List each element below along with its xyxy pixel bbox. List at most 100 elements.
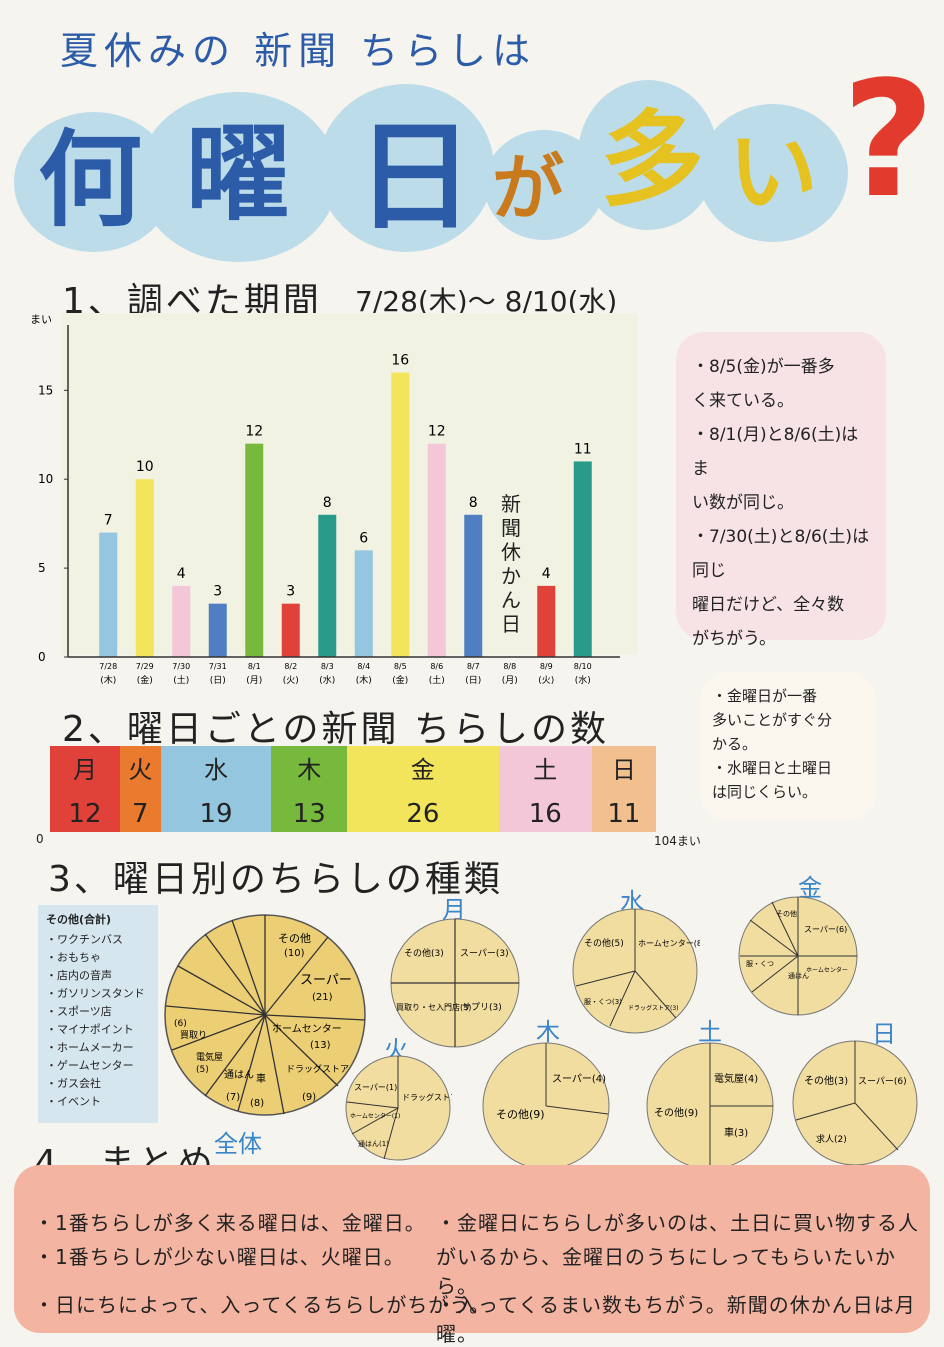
- x-tick-label: 7/30: [172, 662, 190, 671]
- bar: [464, 514, 483, 657]
- pie-label: 通はん: [224, 1069, 254, 1081]
- pie-label: その他: [278, 932, 311, 945]
- weekday-name: 火: [128, 756, 153, 784]
- weekday-name: 水: [204, 756, 229, 784]
- section3-heading: 3、曜日別のちらしの種類: [48, 859, 503, 900]
- holiday-char: 聞: [501, 516, 521, 540]
- summary-line: ・金曜日にちらしが多いのは、土日に買い物する人: [436, 1211, 919, 1235]
- legend-title: その他(合計): [46, 913, 112, 926]
- x-tick-label: (金): [137, 674, 153, 686]
- bar-value-label: 16: [391, 353, 409, 369]
- note-line: は同じくらい。: [712, 783, 818, 801]
- pie-label: スーパー(6): [858, 1076, 907, 1087]
- x-tick-label: (月): [246, 675, 262, 686]
- weekday-segment: 木 13: [271, 746, 348, 832]
- weekday-count: 26: [406, 799, 440, 829]
- weekday-name: 日: [611, 756, 636, 784]
- legend-item: ・スポーツ店: [46, 1005, 112, 1018]
- pie-value: (10): [284, 948, 305, 959]
- note-line: かる。: [712, 735, 758, 753]
- title-char: 曜: [186, 113, 291, 235]
- ribbon-start-label: 0: [36, 832, 44, 846]
- x-tick-label: 8/6: [430, 662, 443, 671]
- note-line: く来ている。: [692, 391, 794, 411]
- pie-label: ドラッグストア(4): [402, 1092, 452, 1102]
- legend-item: ・ホームメーカー: [46, 1041, 134, 1054]
- pie-label: ホームセンター: [272, 1023, 342, 1035]
- holiday-char: 新: [501, 492, 521, 516]
- y-tick-label: 5: [38, 561, 46, 575]
- pie-value: (6): [174, 1019, 187, 1029]
- weekday-segment: 土 16: [498, 746, 592, 832]
- pie-label: ホームセンター(8): [638, 939, 700, 948]
- summary-line: がいるから、金曜日のうちにしってもらいたいから。: [436, 1245, 896, 1298]
- x-tick-label: 8/8: [503, 662, 516, 671]
- bar: [391, 372, 410, 657]
- x-tick-label: (月): [502, 675, 518, 686]
- legend-item: ・ガソリンスタンド: [46, 987, 145, 1000]
- pie-label: その他: [776, 909, 797, 918]
- bar-value-label: 8: [469, 495, 478, 511]
- bar: [318, 514, 337, 657]
- y-axis-unit: まい: [30, 313, 52, 326]
- pie-label: 服・くつ: [746, 960, 774, 968]
- y-tick-label: 0: [38, 650, 46, 664]
- x-tick-label: (火): [538, 675, 554, 686]
- pie-label: スーパー(4): [552, 1073, 606, 1085]
- weekday-count: 11: [607, 799, 641, 829]
- x-tick-label: (水): [319, 674, 335, 686]
- bar-value-label: 7: [104, 513, 113, 529]
- holiday-char: 休: [501, 540, 521, 564]
- x-tick-label: 8/2: [284, 662, 297, 671]
- holiday-char: 日: [501, 612, 521, 636]
- bar: [537, 585, 556, 657]
- bar: [245, 443, 264, 657]
- title-char: 多: [600, 99, 705, 221]
- title-bubble: [318, 84, 494, 252]
- weekday-name: 金: [410, 756, 435, 784]
- weekday-count: 13: [292, 799, 326, 829]
- x-tick-label: 8/5: [394, 662, 407, 671]
- overall-pie-label: 全体: [214, 1130, 262, 1158]
- x-tick-label: (木): [100, 674, 116, 686]
- bar-value-label: 6: [359, 530, 368, 546]
- legend-item: ・店内の音声: [46, 969, 112, 982]
- x-tick-label: 7/28: [99, 662, 117, 671]
- pie-label: サプリ(3): [462, 1002, 502, 1013]
- pie-sunday: その他(3) スーパー(6) 求人(2): [792, 1040, 918, 1166]
- weekday-name: 土: [533, 756, 558, 784]
- day-label-thu: 木: [536, 1018, 560, 1046]
- summary-line: ・日にちによって、入ってくるちらしがちがう。: [34, 1293, 491, 1317]
- x-tick-label: 8/7: [467, 662, 480, 671]
- title-bubble: [698, 104, 848, 242]
- pie-thursday: スーパー(4) その他(9): [482, 1042, 610, 1170]
- x-tick-label: (土): [173, 674, 189, 686]
- bar: [99, 532, 118, 657]
- note-line: ・8/1(月)と8/6(土)はま: [692, 425, 859, 479]
- title-bubble: [138, 92, 338, 262]
- title-bubble: [578, 80, 718, 230]
- bar: [135, 479, 154, 657]
- day-label-sun: 日: [872, 1020, 896, 1048]
- weekday-count: 7: [132, 799, 149, 829]
- y-tick-label: 15: [38, 383, 53, 397]
- note-line: ・金曜日が一番: [712, 687, 818, 705]
- pie-label: スーパー: [300, 973, 352, 988]
- legend-item: ・イベント: [46, 1095, 101, 1108]
- pie-label: 求人(2): [816, 1133, 847, 1145]
- weekday-name: 月: [72, 756, 97, 784]
- bar-value-label: 12: [245, 424, 263, 440]
- pie-label: その他(9): [654, 1106, 698, 1119]
- pie-saturday: 電気屋(4) その他(9) 車(3): [646, 1042, 774, 1170]
- question-mark: ?: [842, 46, 935, 233]
- pie-label: 服・くつ(3): [584, 998, 622, 1006]
- pie-label: その他(3): [404, 947, 444, 959]
- bar: [208, 603, 227, 657]
- ribbon-total-label: 104まい: [654, 834, 701, 848]
- pie-label: ホームセンター(1): [350, 1112, 400, 1120]
- day-label-sat: 土: [698, 1018, 722, 1046]
- summary-line: ・1番ちらしが少ない曜日は、火曜日。: [34, 1245, 405, 1269]
- holiday-char: か: [501, 564, 521, 588]
- bar: [427, 443, 446, 657]
